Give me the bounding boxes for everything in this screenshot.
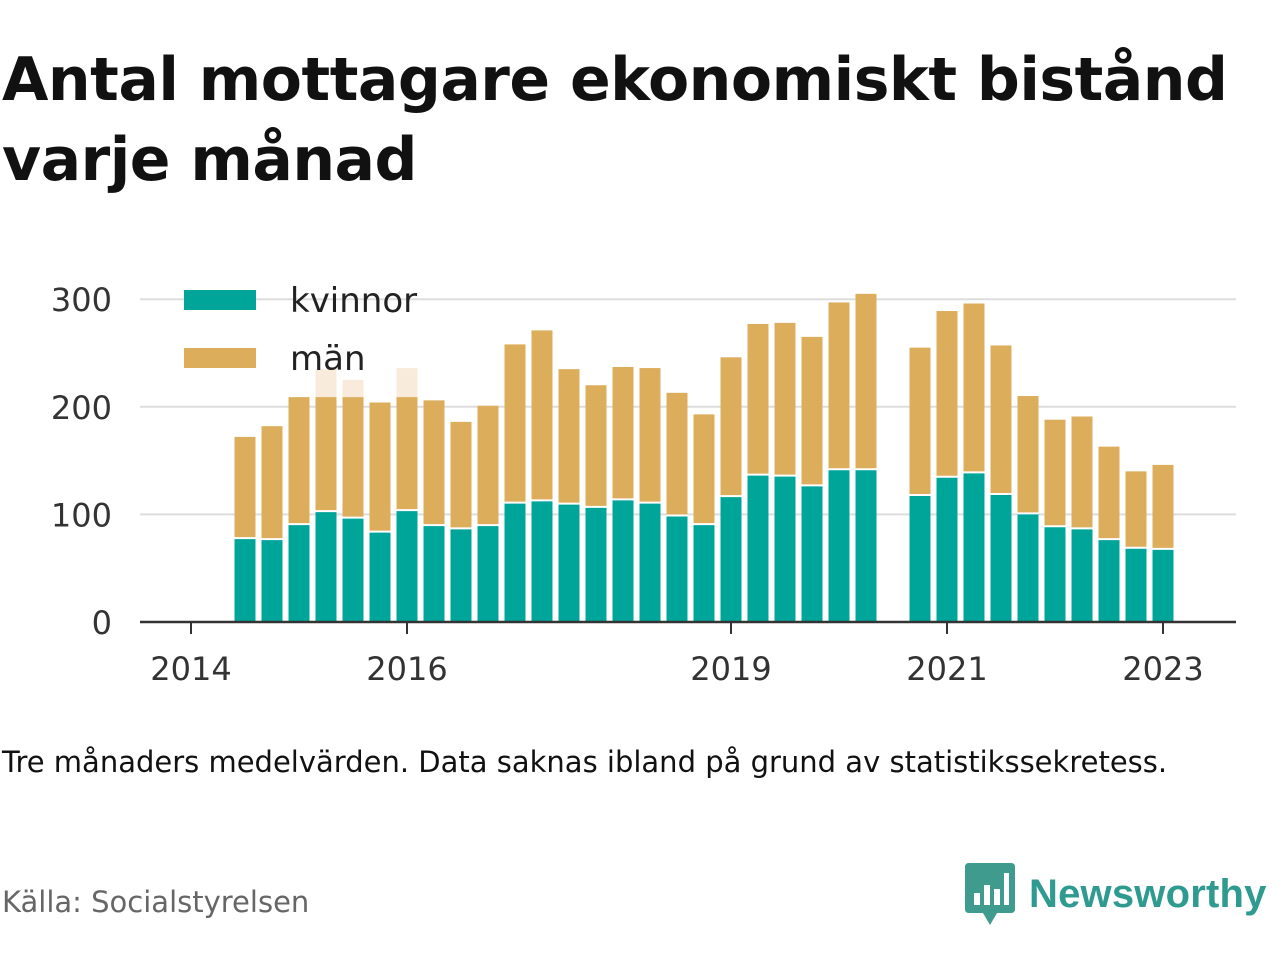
bar-man	[1017, 396, 1039, 514]
bar-kvinnor	[1044, 526, 1066, 622]
bar-man	[612, 366, 634, 500]
x-tick-label: 2016	[366, 650, 447, 688]
bar-man	[801, 336, 823, 486]
y-tick-label: 100	[51, 496, 112, 534]
x-tick-label: 2019	[690, 650, 771, 688]
brand-logo[interactable]: Newsworthy	[965, 862, 1267, 926]
bar-man	[774, 322, 796, 476]
bar-man	[1125, 471, 1147, 548]
bar-man	[1098, 446, 1120, 540]
y-tick-label: 200	[51, 389, 112, 427]
y-tick-label: 300	[51, 281, 112, 319]
bar-faded	[315, 369, 337, 398]
bar-man	[558, 369, 580, 504]
bar-man	[504, 344, 526, 503]
bar-kvinnor	[828, 469, 850, 622]
bar-man	[855, 293, 877, 470]
x-tick-label: 2014	[150, 650, 231, 688]
bar-kvinnor	[747, 474, 769, 622]
bar-man	[936, 311, 958, 477]
bar-man	[639, 368, 661, 503]
bar-man	[1152, 464, 1174, 549]
bar-man	[828, 302, 850, 470]
bar-kvinnor	[801, 485, 823, 622]
bar-man	[288, 397, 310, 525]
bar-kvinnor	[774, 475, 796, 622]
legend-swatch	[184, 290, 256, 310]
bar-man	[423, 400, 445, 526]
bar-kvinnor	[666, 515, 688, 622]
y-tick-label: 0	[92, 604, 112, 642]
x-tick-label: 2021	[906, 650, 987, 688]
legend-swatch	[184, 348, 256, 368]
bar-kvinnor	[315, 511, 337, 622]
bar-kvinnor	[450, 528, 472, 622]
bar-kvinnor	[261, 539, 283, 622]
bar-man	[396, 397, 418, 511]
bar-kvinnor	[234, 538, 256, 622]
legend-label: män	[290, 339, 366, 379]
bar-faded	[396, 368, 418, 398]
source-label: Källa: Socialstyrelsen	[2, 885, 310, 919]
axes: 0 100 200 300 2014 2016 2019 2021 2023	[51, 281, 1236, 688]
bar-kvinnor	[1152, 548, 1174, 622]
bar-kvinnor	[990, 493, 1012, 622]
bar-chart: 0 100 200 300 2014 2016 2019 2021 2023 kvinnor mä…	[51, 270, 1236, 688]
bar-kvinnor	[288, 524, 310, 622]
bar-kvinnor	[477, 525, 499, 622]
bar-man	[693, 414, 715, 525]
bar-kvinnor	[963, 472, 985, 622]
brand-name: Newsworthy	[1029, 871, 1267, 916]
bar-man	[1044, 419, 1066, 527]
bar-kvinnor	[369, 531, 391, 622]
bar-kvinnor	[1098, 539, 1120, 622]
chart-title: Antal mottagare ekonomiskt bistånd varje…	[2, 45, 1228, 195]
bar-kvinnor	[855, 469, 877, 622]
bar-man	[234, 436, 256, 539]
newsworthy-logo-icon	[965, 863, 1015, 925]
bar-kvinnor	[423, 525, 445, 622]
bar-kvinnor	[531, 500, 553, 622]
bar-man	[1071, 416, 1093, 529]
legend: kvinnor män	[184, 281, 417, 379]
chart-note: Tre månaders medelvärden. Data saknas ib…	[2, 745, 1168, 779]
bar-kvinnor	[639, 502, 661, 622]
bar-man	[477, 405, 499, 526]
bar-man	[720, 357, 742, 497]
bar-kvinnor	[342, 517, 364, 622]
bar-kvinnor	[612, 499, 634, 622]
bar-man	[261, 426, 283, 540]
bar-man	[531, 330, 553, 501]
bar-kvinnor	[558, 503, 580, 622]
bar-man	[342, 397, 364, 518]
bar-man	[963, 303, 985, 473]
bar-man	[585, 385, 607, 507]
bar-series	[234, 270, 1201, 622]
bar-man	[315, 397, 337, 512]
x-tick-label: 2023	[1122, 650, 1203, 688]
bar-kvinnor	[720, 496, 742, 622]
bar-kvinnor	[909, 495, 931, 622]
bar-man	[666, 392, 688, 516]
bar-kvinnor	[504, 502, 526, 622]
bar-man	[909, 347, 931, 496]
bar-kvinnor	[1071, 528, 1093, 622]
bar-kvinnor	[693, 524, 715, 622]
bar-man	[369, 402, 391, 532]
bar-man	[747, 323, 769, 475]
bar-man	[990, 345, 1012, 494]
bar-kvinnor	[1125, 547, 1147, 622]
bar-faded	[342, 379, 364, 398]
bar-kvinnor	[396, 510, 418, 622]
bar-kvinnor	[585, 506, 607, 622]
bar-kvinnor	[1017, 513, 1039, 622]
legend-label: kvinnor	[290, 281, 417, 321]
bar-kvinnor	[936, 476, 958, 622]
bar-man	[450, 421, 472, 529]
